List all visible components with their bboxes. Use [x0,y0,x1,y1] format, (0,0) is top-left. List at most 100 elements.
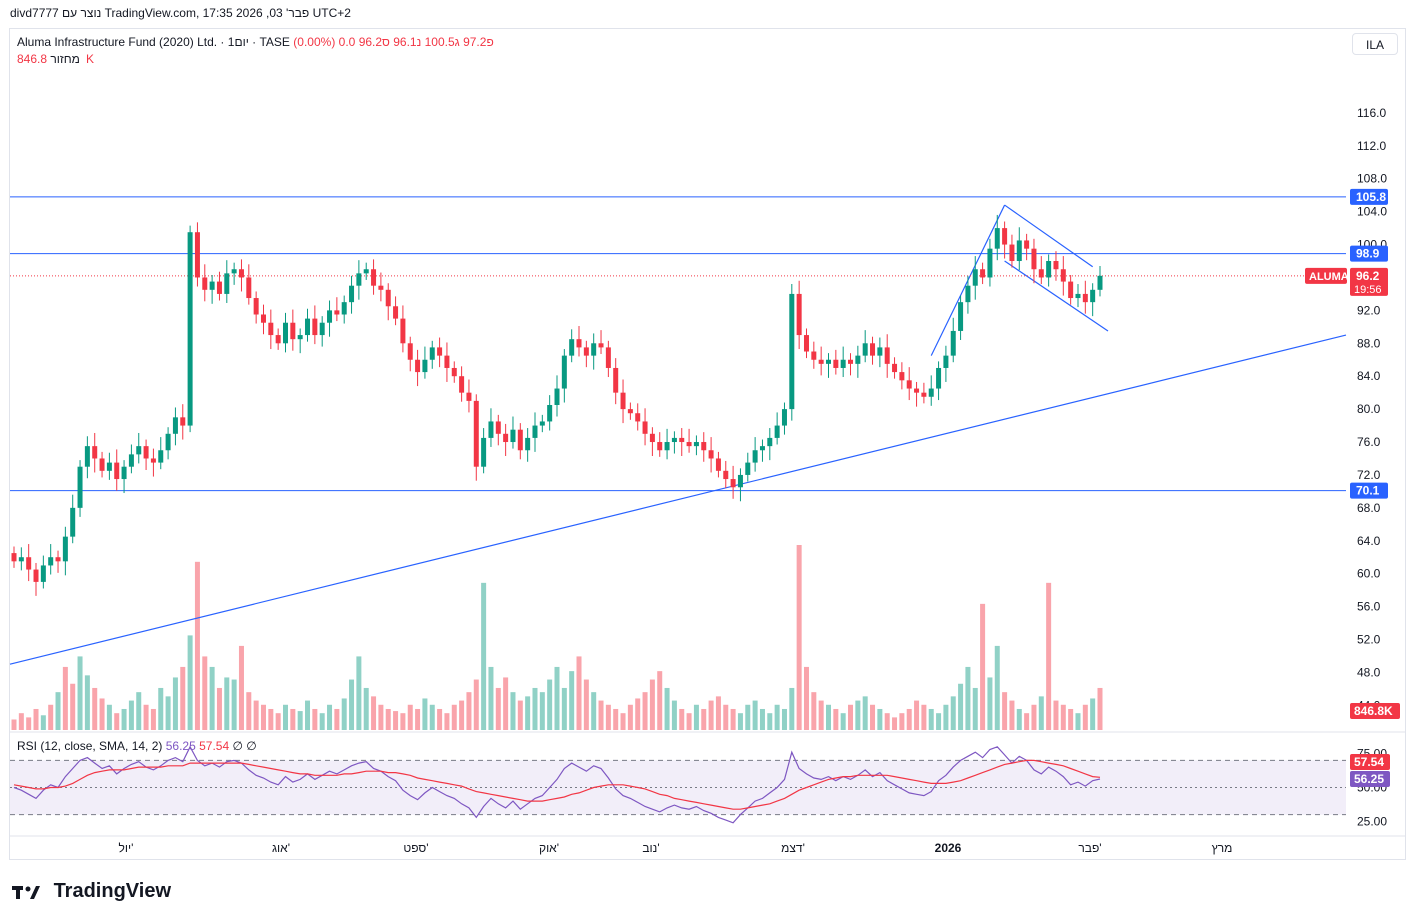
currency-button[interactable]: ILA [1352,33,1398,55]
volume-bar [429,704,435,730]
volume-bar [437,708,443,730]
volume-bar [400,713,406,730]
price-tick-label: 56.0 [1357,600,1381,614]
volume-bar [936,713,942,730]
candle-body [180,417,186,426]
volume-bar [40,715,46,730]
ascending-trendline [9,334,1347,665]
candle-body [958,302,964,331]
candle-body [1016,240,1022,262]
volume-bar [1031,704,1037,730]
candle-body [114,462,120,480]
volume-bar [525,696,531,730]
candle-body [136,446,142,455]
volume-bar [1024,713,1030,730]
candle-body [723,470,729,480]
candle-body [121,466,127,480]
brand-name: TradingView [53,880,172,902]
volume-bar [26,717,32,730]
candle-body [488,421,494,438]
volume-bar [349,679,355,730]
candle-body [884,347,890,364]
price-tick-label: 84.0 [1357,369,1381,383]
time-tick-label: אוג' [272,841,290,855]
volume-legend[interactable]: מחזור 846.8K [17,52,94,66]
candle-body [1002,228,1008,245]
candle-body [40,565,46,582]
candle-body [62,536,68,562]
volume-bar [1082,704,1088,730]
candle-body [84,446,90,467]
rsi-value-tag [1350,754,1390,770]
candle-body [547,405,553,422]
symbol-legend[interactable]: Aluma Infrastructure Fund (2020) Ltd. · … [17,35,494,49]
volume-bar [246,692,252,730]
volume-bar [737,713,743,730]
candle-body [216,281,222,294]
last-price-label: 96.2 [1356,269,1380,283]
volume-bar [165,696,171,730]
candle-body [569,339,575,356]
candle-body [1097,275,1103,290]
candle-body [826,359,831,364]
candle-body [737,474,743,488]
volume-bar [290,708,296,730]
candle-body [745,462,751,475]
candle-body [774,425,780,438]
candle-body [400,318,406,344]
volume-bar [605,704,611,730]
volume-bar [415,708,421,730]
volume-bar [965,666,971,730]
volume-bar [803,666,809,730]
candle-body [972,269,978,286]
volume-bar [231,679,237,730]
volume-bar [488,666,494,730]
volume-bar [341,698,347,730]
candle-body [525,437,531,451]
candle-body [664,442,670,451]
volume-bar [393,711,399,730]
candle-body [1082,293,1088,303]
volume-bar [422,698,428,730]
candle-body [209,281,215,290]
volume-bar [363,687,369,730]
candle-body [1031,248,1037,270]
candle-body [371,269,377,286]
volume-bar [671,700,677,730]
volume-value-label: 846.8K [1354,704,1393,718]
volume-bar [481,582,487,730]
candle-body [899,372,905,381]
volume-bar [92,687,98,730]
candle-body [554,388,560,405]
candle-body [312,318,318,336]
price-tick-label: 52.0 [1357,632,1381,646]
volume-bar [33,708,39,730]
candle-body [840,359,846,368]
volume-bar [943,704,949,730]
candle-body [172,417,178,434]
volume-bar [70,683,76,730]
ohlc-values: פ97.2 ג100.5 נ96.1 ס96.2 0.0 (0.00%) [293,35,494,49]
level-price-label: 105.8 [1356,190,1386,204]
candle-body [1060,269,1066,282]
level-price-tag [1350,188,1388,205]
candle-body [466,392,472,401]
volume-bar [466,692,472,730]
candle-body [268,322,274,336]
candle-body [437,347,443,356]
candle-body [451,367,457,377]
volume-bar [1009,700,1015,730]
candle-body [1024,240,1030,249]
candle-body [11,553,17,562]
volume-bar [987,677,993,730]
volume-bar [906,708,912,730]
candle-body [297,335,303,340]
rsi-legend[interactable]: RSI (12, close, SMA, 14, 2) 56.25 57.54 … [17,739,257,753]
price-tick-label: 80.0 [1357,402,1381,416]
candle-body [92,446,98,459]
volume-bar [745,704,751,730]
candle-body [422,359,428,373]
candle-body [649,433,655,443]
candle-body [803,335,809,352]
